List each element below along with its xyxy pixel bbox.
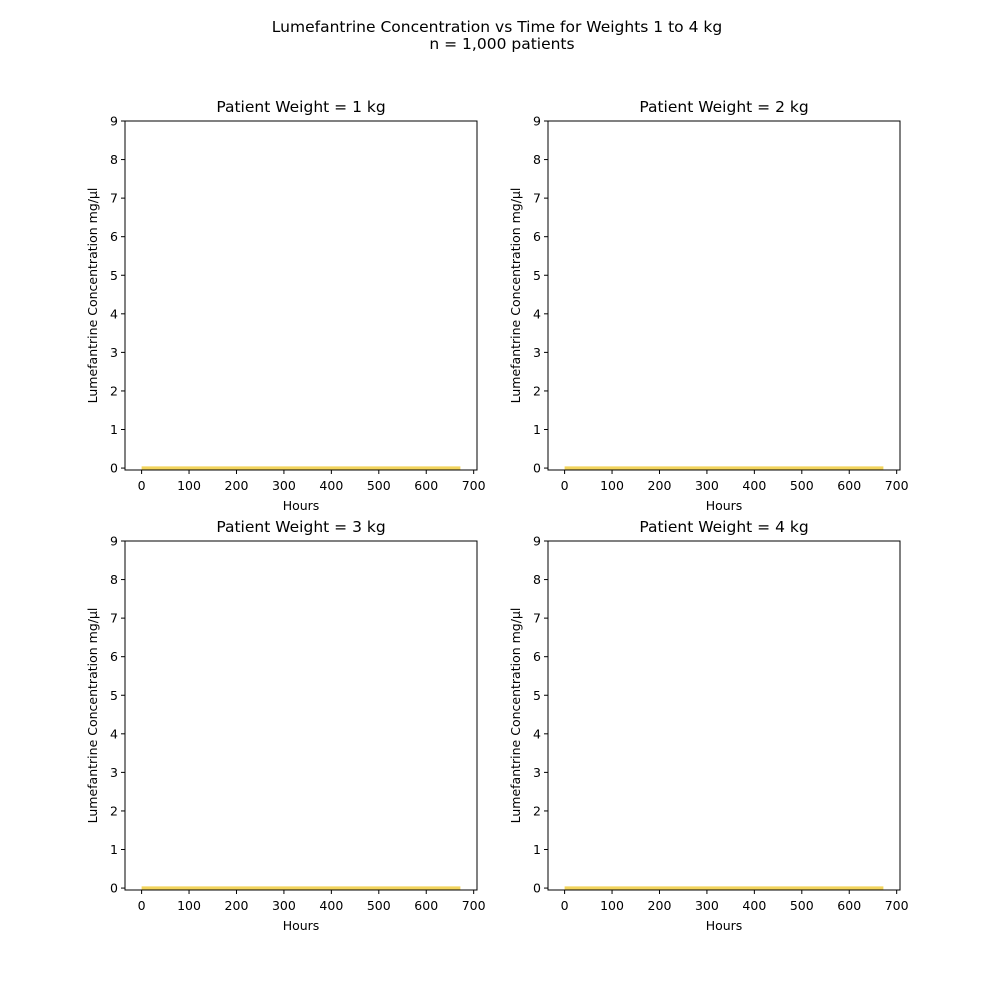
y-tick-label: 9 [533, 114, 541, 129]
y-tick-label: 8 [110, 152, 118, 167]
x-tick-label: 300 [695, 478, 719, 493]
x-tick-label: 600 [414, 478, 438, 493]
y-tick-label: 6 [110, 229, 118, 244]
x-tick-label: 200 [225, 898, 249, 913]
x-tick-label: 700 [885, 898, 909, 913]
y-tick-label: 6 [533, 229, 541, 244]
x-axis-label: Hours [283, 498, 320, 513]
x-tick-label: 600 [837, 898, 861, 913]
y-tick-label: 4 [533, 306, 541, 321]
y-axis-label: Lumefantrine Concentration mg/µl [508, 188, 523, 404]
y-tick-label: 7 [110, 191, 118, 206]
axes-frame [124, 540, 478, 891]
y-tick-label: 8 [533, 572, 541, 587]
y-tick-label: 5 [533, 268, 541, 283]
y-tick-label: 0 [533, 881, 541, 896]
x-tick-label: 0 [561, 478, 569, 493]
x-tick-label: 400 [319, 478, 343, 493]
x-tick-label: 0 [138, 478, 146, 493]
x-tick-label: 300 [272, 898, 296, 913]
y-tick-label: 2 [110, 803, 118, 818]
y-tick-label: 9 [110, 114, 118, 129]
y-tick-label: 2 [533, 383, 541, 398]
x-tick-label: 400 [319, 898, 343, 913]
x-tick-label: 200 [225, 478, 249, 493]
y-tick-label: 0 [533, 461, 541, 476]
y-tick-label: 4 [110, 306, 118, 321]
y-tick-label: 0 [110, 881, 118, 896]
y-tick-label: 0 [110, 461, 118, 476]
y-tick-label: 6 [110, 649, 118, 664]
y-tick-label: 2 [533, 803, 541, 818]
subplot-title: Patient Weight = 1 kg [216, 98, 385, 116]
y-tick-label: 5 [533, 688, 541, 703]
y-tick-label: 3 [110, 765, 118, 780]
y-tick-label: 4 [110, 726, 118, 741]
x-tick-label: 500 [367, 478, 391, 493]
y-tick-label: 3 [533, 345, 541, 360]
y-axis-label: Lumefantrine Concentration mg/µl [508, 608, 523, 824]
subplot-title: Patient Weight = 3 kg [216, 518, 385, 536]
subplot-3: 0 100 200 300 400 500 600 700 0 1 2 3 4 5 6 7 8 9 Patient … [85, 518, 486, 933]
x-tick-label: 500 [367, 898, 391, 913]
subplot-title: Patient Weight = 4 kg [639, 518, 808, 536]
x-tick-label: 300 [272, 478, 296, 493]
x-axis-label: Hours [283, 918, 320, 933]
axes-frame [547, 120, 901, 471]
x-tick-label: 100 [177, 898, 201, 913]
x-tick-label: 600 [414, 898, 438, 913]
y-tick-label: 1 [533, 842, 541, 857]
x-tick-label: 200 [648, 478, 672, 493]
y-tick-label: 8 [110, 572, 118, 587]
x-tick-label: 300 [695, 898, 719, 913]
x-tick-label: 100 [600, 898, 624, 913]
figure-subtitle: n = 1,000 patients [429, 35, 574, 53]
y-tick-label: 4 [533, 726, 541, 741]
y-tick-label: 8 [533, 152, 541, 167]
subplot-2: 0 100 200 300 400 500 600 700 0 1 2 3 4 5 6 7 8 9 Patient … [508, 98, 909, 513]
y-tick-label: 2 [110, 383, 118, 398]
y-tick-label: 3 [533, 765, 541, 780]
y-tick-label: 6 [533, 649, 541, 664]
x-tick-label: 100 [177, 478, 201, 493]
subplot-title: Patient Weight = 2 kg [639, 98, 808, 116]
subplot-1: 0 100 200 300 400 500 600 700 0 1 2 3 4 5 6 7 8 9 Patient … [85, 98, 486, 513]
x-tick-label: 500 [790, 898, 814, 913]
y-tick-label: 9 [533, 534, 541, 549]
y-axis-label: Lumefantrine Concentration mg/µl [85, 608, 100, 824]
y-tick-label: 7 [110, 611, 118, 626]
figure-title: Lumefantrine Concentration vs Time for W… [272, 18, 722, 36]
x-tick-label: 0 [138, 898, 146, 913]
y-tick-label: 7 [533, 191, 541, 206]
x-tick-label: 400 [742, 478, 766, 493]
x-tick-label: 500 [790, 478, 814, 493]
y-tick-label: 1 [110, 842, 118, 857]
x-axis-label: Hours [706, 918, 743, 933]
x-tick-label: 200 [648, 898, 672, 913]
y-tick-label: 1 [110, 422, 118, 437]
subplot-4: 0 100 200 300 400 500 600 700 0 1 2 3 4 5 6 7 8 9 Patient … [508, 518, 909, 933]
y-tick-label: 7 [533, 611, 541, 626]
y-tick-label: 9 [110, 534, 118, 549]
y-tick-label: 1 [533, 422, 541, 437]
y-tick-label: 5 [110, 268, 118, 283]
x-tick-label: 0 [561, 898, 569, 913]
subplot-grid: 0 100 200 300 400 500 600 7000123456789Patient … [85, 98, 909, 933]
y-tick-label: 3 [110, 345, 118, 360]
x-tick-label: 400 [742, 898, 766, 913]
x-tick-label: 700 [885, 478, 909, 493]
x-axis-label: Hours [706, 498, 743, 513]
x-tick-label: 700 [462, 898, 486, 913]
y-tick-label: 5 [110, 688, 118, 703]
y-axis-label: Lumefantrine Concentration mg/µl [85, 188, 100, 404]
axes-frame [124, 120, 478, 471]
x-tick-label: 700 [462, 478, 486, 493]
axes-frame [547, 540, 901, 891]
x-tick-label: 100 [600, 478, 624, 493]
x-tick-label: 600 [837, 478, 861, 493]
